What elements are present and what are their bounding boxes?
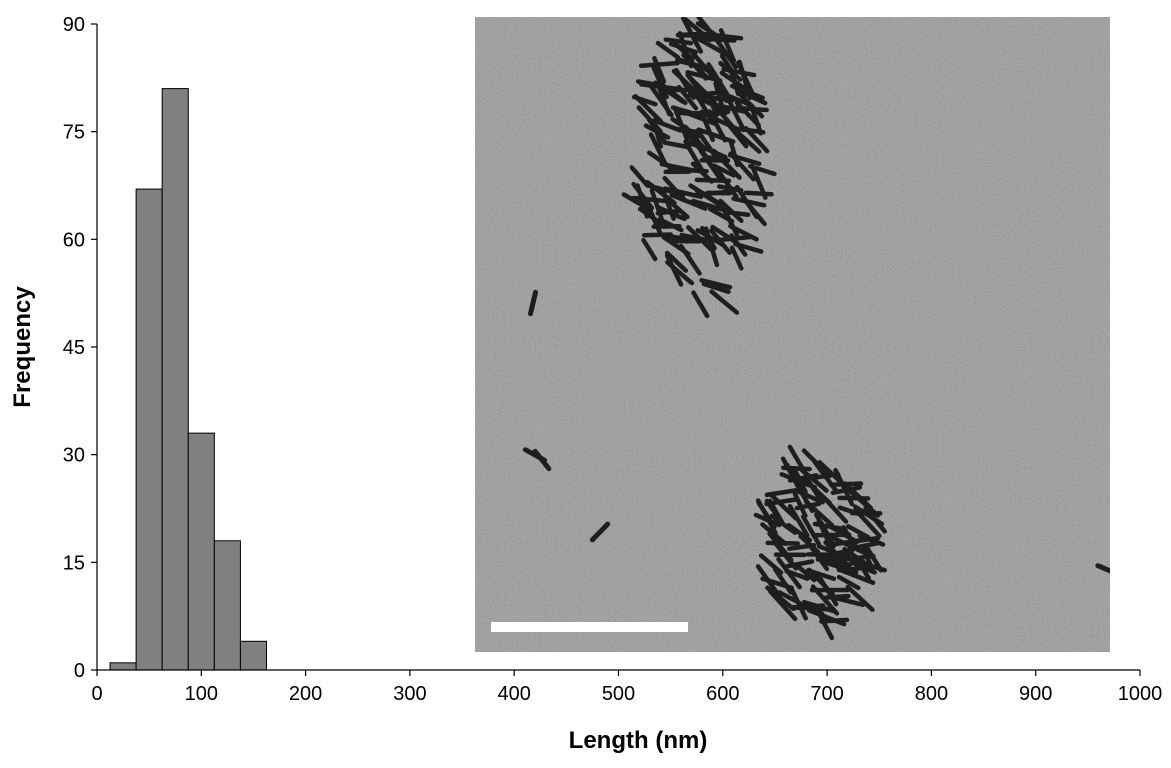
nanorod [746, 193, 772, 194]
x-tick-label: 500 [602, 683, 635, 705]
y-tick-label: 75 [63, 122, 85, 144]
x-tick-label: 400 [498, 683, 531, 705]
y-tick-label: 45 [63, 337, 85, 359]
nanorod [831, 484, 861, 485]
scale-bar [491, 622, 688, 632]
x-tick-label: 300 [393, 683, 426, 705]
y-tick-label: 30 [63, 445, 85, 467]
bar [162, 89, 188, 670]
bar [214, 541, 240, 670]
y-tick-label: 90 [63, 14, 85, 36]
x-tick-label: 600 [706, 683, 739, 705]
y-tick-label: 0 [74, 660, 85, 682]
x-tick-label: 1000 [1118, 683, 1163, 705]
x-tick-label: 200 [289, 683, 322, 705]
x-tick-label: 100 [185, 683, 218, 705]
bar [188, 433, 214, 670]
bar [240, 641, 266, 670]
x-tick-label: 700 [810, 683, 843, 705]
x-tick-label: 800 [915, 683, 948, 705]
x-tick-label: 0 [91, 683, 102, 705]
x-tick-label: 900 [1019, 683, 1052, 705]
x-axis-title: Length (nm) [569, 727, 708, 754]
y-tick-label: 60 [63, 229, 85, 251]
tem-inset [475, 17, 1118, 652]
nanorod [644, 235, 671, 236]
y-axis-title: Frequency [9, 286, 36, 408]
y-tick-label: 15 [63, 552, 85, 574]
bar [136, 189, 162, 670]
bar [110, 663, 136, 670]
nanorod [839, 498, 868, 499]
